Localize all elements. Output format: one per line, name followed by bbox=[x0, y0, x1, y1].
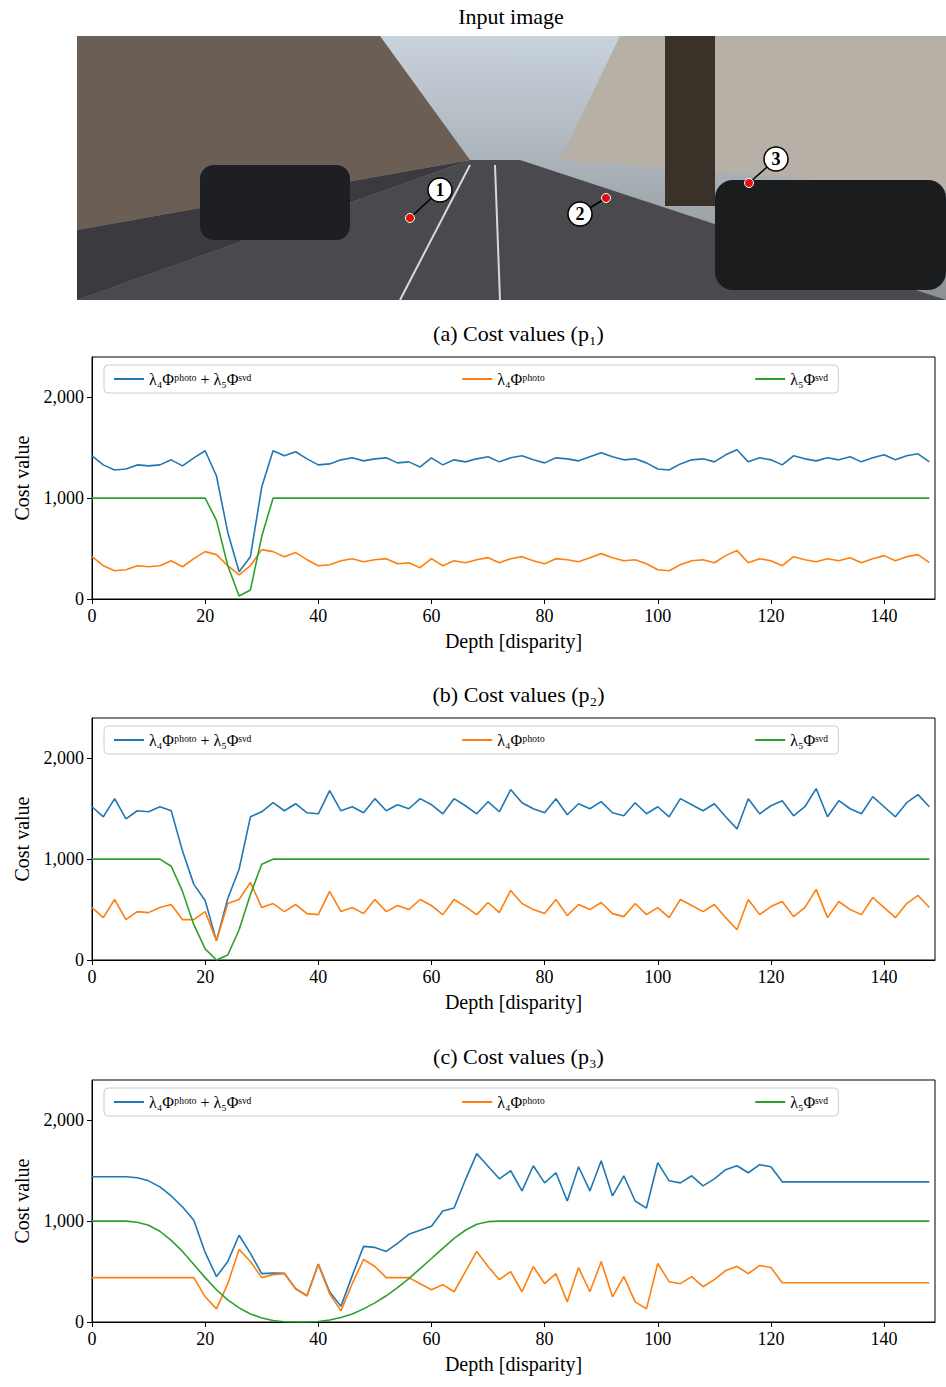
svg-text:80: 80 bbox=[536, 967, 554, 987]
svg-text:Depth [disparity]: Depth [disparity] bbox=[445, 1353, 582, 1376]
svg-text:λ₄Φᵖʰᵒᵗᵒ: λ₄Φᵖʰᵒᵗᵒ bbox=[497, 1094, 545, 1111]
svg-text:Cost value: Cost value bbox=[11, 796, 33, 881]
svg-text:40: 40 bbox=[309, 1329, 327, 1349]
svg-text:(b) Cost values (p₂): (b) Cost values (p₂) bbox=[432, 682, 604, 707]
svg-text:λ₄Φᵖʰᵒᵗᵒ + λ₅Φˢᵛᵈ: λ₄Φᵖʰᵒᵗᵒ + λ₅Φˢᵛᵈ bbox=[149, 371, 252, 388]
svg-text:120: 120 bbox=[757, 606, 784, 626]
svg-text:Cost value: Cost value bbox=[11, 435, 33, 520]
svg-text:80: 80 bbox=[536, 606, 554, 626]
svg-text:80: 80 bbox=[536, 1329, 554, 1349]
svg-text:Input image: Input image bbox=[458, 4, 564, 29]
svg-text:100: 100 bbox=[644, 967, 671, 987]
svg-text:(a) Cost values (p₁): (a) Cost values (p₁) bbox=[433, 321, 604, 346]
svg-text:2,000: 2,000 bbox=[44, 1110, 85, 1130]
svg-text:0: 0 bbox=[75, 950, 84, 970]
svg-text:140: 140 bbox=[871, 606, 898, 626]
svg-text:60: 60 bbox=[422, 967, 440, 987]
svg-text:140: 140 bbox=[871, 967, 898, 987]
svg-text:0: 0 bbox=[88, 606, 97, 626]
svg-text:λ₅Φˢᵛᵈ: λ₅Φˢᵛᵈ bbox=[790, 371, 828, 388]
svg-text:2,000: 2,000 bbox=[44, 387, 85, 407]
svg-text:λ₅Φˢᵛᵈ: λ₅Φˢᵛᵈ bbox=[790, 732, 828, 749]
svg-text:60: 60 bbox=[422, 606, 440, 626]
svg-text:20: 20 bbox=[196, 1329, 214, 1349]
svg-text:20: 20 bbox=[196, 606, 214, 626]
svg-text:140: 140 bbox=[871, 1329, 898, 1349]
svg-text:0: 0 bbox=[88, 967, 97, 987]
svg-text:100: 100 bbox=[644, 606, 671, 626]
svg-text:2,000: 2,000 bbox=[44, 748, 85, 768]
svg-text:1,000: 1,000 bbox=[44, 849, 85, 869]
svg-text:40: 40 bbox=[309, 606, 327, 626]
svg-text:λ₄Φᵖʰᵒᵗᵒ: λ₄Φᵖʰᵒᵗᵒ bbox=[497, 732, 545, 749]
svg-text:120: 120 bbox=[757, 967, 784, 987]
svg-text:1,000: 1,000 bbox=[44, 1211, 85, 1231]
svg-text:λ₅Φˢᵛᵈ: λ₅Φˢᵛᵈ bbox=[790, 1094, 828, 1111]
svg-text:3: 3 bbox=[772, 149, 781, 169]
svg-text:λ₄Φᵖʰᵒᵗᵒ + λ₅Φˢᵛᵈ: λ₄Φᵖʰᵒᵗᵒ + λ₅Φˢᵛᵈ bbox=[149, 1094, 252, 1111]
svg-text:1,000: 1,000 bbox=[44, 488, 85, 508]
svg-text:120: 120 bbox=[757, 1329, 784, 1349]
svg-text:λ₄Φᵖʰᵒᵗᵒ + λ₅Φˢᵛᵈ: λ₄Φᵖʰᵒᵗᵒ + λ₅Φˢᵛᵈ bbox=[149, 732, 252, 749]
svg-text:0: 0 bbox=[88, 1329, 97, 1349]
svg-text:0: 0 bbox=[75, 1312, 84, 1332]
svg-text:1: 1 bbox=[436, 180, 445, 200]
svg-text:(c) Cost values (p₃): (c) Cost values (p₃) bbox=[433, 1044, 604, 1069]
svg-text:Depth [disparity]: Depth [disparity] bbox=[445, 991, 582, 1014]
svg-text:2: 2 bbox=[576, 204, 585, 224]
svg-text:λ₄Φᵖʰᵒᵗᵒ: λ₄Φᵖʰᵒᵗᵒ bbox=[497, 371, 545, 388]
svg-text:20: 20 bbox=[196, 967, 214, 987]
svg-text:60: 60 bbox=[422, 1329, 440, 1349]
svg-text:Depth [disparity]: Depth [disparity] bbox=[445, 630, 582, 653]
svg-text:100: 100 bbox=[644, 1329, 671, 1349]
svg-text:0: 0 bbox=[75, 589, 84, 609]
svg-text:40: 40 bbox=[309, 967, 327, 987]
svg-text:Cost value: Cost value bbox=[11, 1158, 33, 1243]
